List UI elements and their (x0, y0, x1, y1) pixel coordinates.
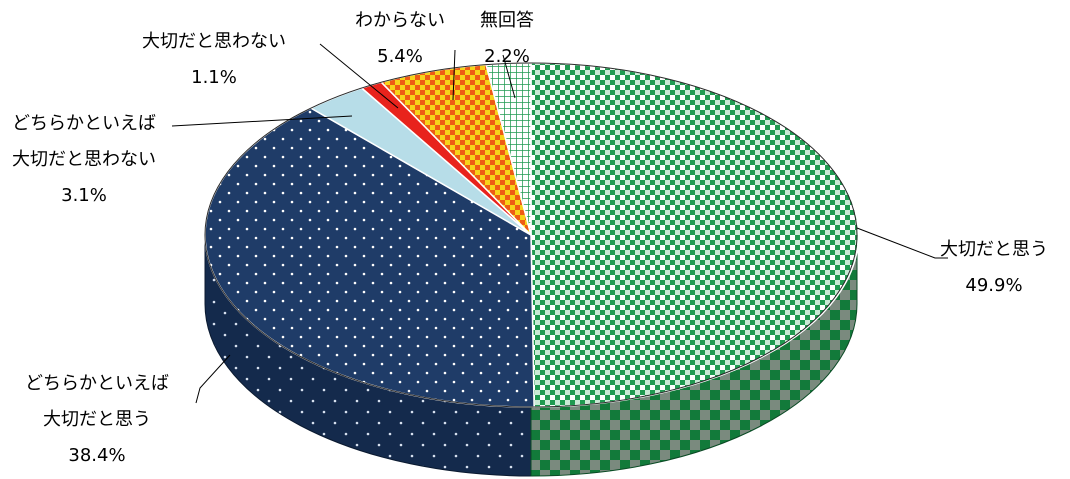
leader-line-dochira-omowanai (171, 115, 353, 127)
label-dochira-daiji-line1: どちらかといえば (25, 373, 169, 394)
label-wakaranai-name: わからない (355, 10, 445, 31)
label-dochira-daiji-line2: 大切だと思う (43, 409, 151, 430)
label-dochira-daiji: どちらかといえば 大切だと思う 38.4% (25, 373, 169, 467)
label-dochira-daiji-value: 38.4% (68, 445, 126, 466)
leader-lines (171, 43, 948, 404)
leader-line-daiji (856, 227, 948, 259)
label-dochira-omowanai: どちらかといえば 大切だと思わない 3.1% (12, 113, 156, 207)
label-wakaranai: わからない 5.4% (355, 10, 445, 68)
pie-slices (204, 62, 860, 408)
label-omowanai: 大切だと思わない 1.1% (142, 31, 286, 89)
label-omowanai-name: 大切だと思わない (142, 31, 286, 52)
label-dochira-omowanai-value: 3.1% (61, 185, 107, 206)
label-dochira-omowanai-line1: どちらかといえば (12, 113, 156, 134)
leader-line-dochira-daiji (195, 354, 231, 404)
label-daiji-name: 大切だと思う (940, 239, 1048, 260)
pie-top-outline (204, 62, 858, 408)
label-daiji-value: 49.9% (965, 275, 1023, 296)
label-omowanai-value: 1.1% (191, 67, 237, 88)
label-dochira-omowanai-line2: 大切だと思わない (12, 149, 156, 170)
label-daiji: 大切だと思う 49.9% (940, 239, 1048, 297)
label-mukaitou-value: 2.2% (484, 46, 530, 67)
leader-line-mukaitou (502, 54, 516, 99)
label-mukaitou-name: 無回答 (480, 10, 534, 31)
label-wakaranai-value: 5.4% (377, 46, 423, 67)
label-mukaitou: 無回答 2.2% (480, 10, 534, 68)
leader-line-wakaranai (452, 49, 456, 101)
leader-line-omowanai (319, 43, 399, 109)
